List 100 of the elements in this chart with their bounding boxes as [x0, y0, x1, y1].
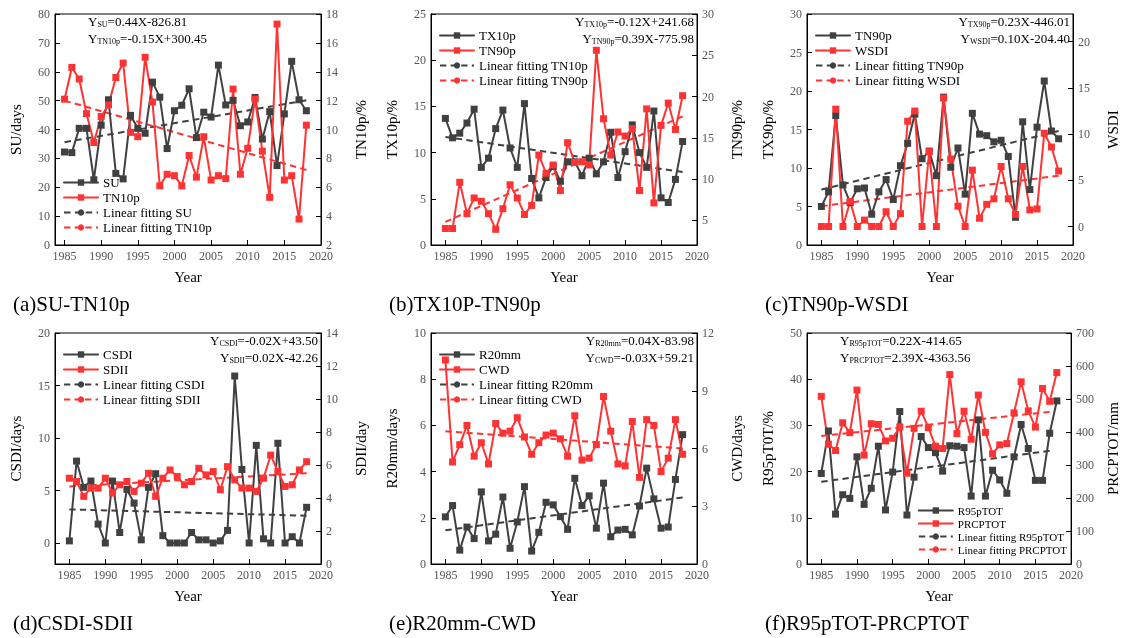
- point: [61, 148, 69, 156]
- point: [470, 194, 478, 202]
- y-tick-label: 20: [414, 53, 426, 68]
- point: [90, 138, 98, 146]
- point: [499, 493, 507, 501]
- point: [868, 223, 876, 231]
- point: [295, 215, 303, 223]
- point: [832, 446, 840, 454]
- point: [116, 529, 124, 536]
- point: [592, 170, 600, 178]
- x-tick-label: 2000: [917, 249, 942, 263]
- point: [817, 223, 825, 231]
- point: [141, 53, 149, 61]
- y2-axis-title: TN10p/%: [352, 99, 369, 160]
- y-tick-label: 6: [420, 418, 426, 433]
- point: [917, 432, 925, 440]
- point: [216, 486, 224, 494]
- x-tick-label: 2020: [309, 249, 333, 263]
- point: [953, 430, 961, 438]
- point: [245, 484, 253, 492]
- point: [200, 133, 208, 141]
- y-axis-title: SU/days: [7, 103, 24, 155]
- point: [839, 491, 847, 499]
- point: [542, 169, 550, 177]
- point: [832, 510, 840, 518]
- x-tick-label: 2015: [649, 249, 674, 263]
- point: [80, 492, 88, 500]
- point: [137, 479, 145, 487]
- annotation: YWSDI=0.10X-204.40: [960, 31, 1071, 46]
- point: [535, 194, 543, 202]
- point: [918, 155, 926, 163]
- y-tick-label: 20: [790, 464, 802, 479]
- point: [571, 412, 579, 420]
- y2-tick-label: 18: [326, 7, 338, 21]
- point: [643, 464, 651, 472]
- point: [903, 469, 911, 477]
- y2-tick-label: 25: [702, 48, 714, 63]
- point: [101, 539, 109, 547]
- point: [643, 105, 651, 113]
- y2-tick-label: 8: [326, 151, 332, 166]
- y-tick-label: 2: [420, 510, 426, 525]
- point: [485, 210, 493, 218]
- point: [621, 462, 629, 470]
- point: [258, 135, 266, 143]
- legend-label: TN90p: [855, 28, 892, 43]
- point: [556, 435, 564, 443]
- point: [441, 513, 449, 521]
- point: [1046, 397, 1054, 405]
- y-tick-label: 40: [790, 372, 802, 387]
- y2-tick-label: 3: [702, 499, 708, 514]
- point: [109, 477, 117, 485]
- point: [549, 501, 557, 509]
- point: [188, 529, 196, 536]
- point: [178, 182, 186, 190]
- point: [441, 225, 449, 232]
- annotation: YTN90p=0.39X-775.98: [582, 31, 695, 46]
- point: [996, 441, 1004, 449]
- point: [178, 101, 186, 109]
- point: [520, 210, 528, 218]
- point: [853, 185, 861, 193]
- point: [961, 190, 969, 198]
- point: [1004, 152, 1012, 160]
- point: [628, 125, 636, 133]
- y2-tick-label: 300: [1076, 458, 1095, 472]
- y-tick-label: 10: [38, 431, 50, 445]
- point: [650, 421, 658, 429]
- y2-tick-label: 0: [1076, 557, 1083, 571]
- point: [152, 470, 160, 478]
- x-tick-label: 2020: [1059, 568, 1084, 582]
- point: [87, 477, 95, 485]
- point: [939, 445, 947, 452]
- legend-label: Linear fitting SDII: [103, 392, 201, 407]
- point: [441, 356, 449, 364]
- point: [288, 57, 296, 65]
- point: [477, 163, 485, 171]
- legend-label: Linear fitting CSDI: [103, 377, 205, 392]
- y-tick-label: 0: [796, 557, 802, 571]
- point: [202, 536, 210, 544]
- point: [817, 469, 825, 477]
- y2-tick-label: 2: [326, 238, 332, 252]
- legend-label: Linear fitting TN90p: [479, 73, 588, 88]
- point: [1026, 206, 1034, 214]
- point: [73, 457, 81, 465]
- point: [222, 175, 230, 183]
- text: (f)R95pTOT-PRCPTOT: [765, 610, 969, 635]
- point: [592, 441, 600, 449]
- point: [130, 487, 138, 495]
- x-tick-label: 1990: [845, 249, 870, 263]
- point: [578, 172, 586, 180]
- point: [244, 144, 252, 152]
- point: [485, 154, 493, 162]
- point: [974, 391, 982, 399]
- point: [141, 129, 149, 137]
- point: [188, 478, 196, 485]
- x-tick-label: 2020: [685, 568, 709, 582]
- point: [607, 427, 615, 435]
- point: [974, 416, 982, 424]
- point: [861, 216, 869, 224]
- point: [302, 107, 310, 115]
- point: [528, 174, 536, 182]
